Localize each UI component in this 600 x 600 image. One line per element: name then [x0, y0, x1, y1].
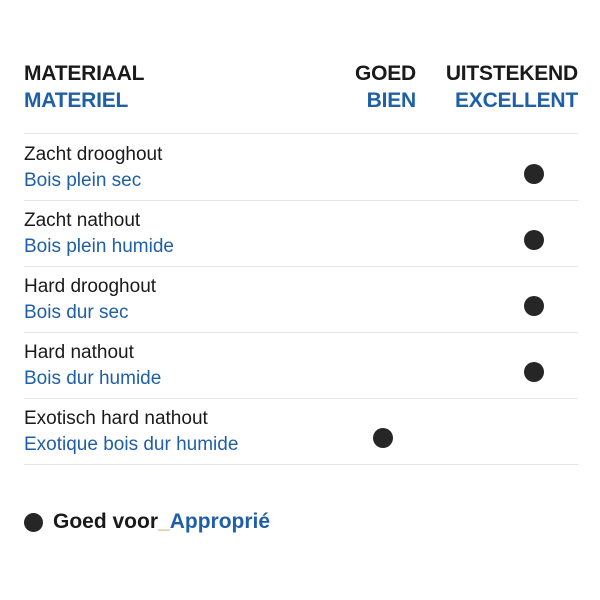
row-label-nl: Exotisch hard nathout [24, 408, 208, 429]
column-header-material-nl: MATERIAAL [24, 62, 145, 85]
rating-dot-excellent [524, 362, 544, 382]
divider-header [24, 133, 578, 134]
row-label-fr: Bois plein humide [24, 236, 174, 257]
divider-row-5 [24, 464, 578, 465]
row-label-nl: Zacht nathout [24, 210, 141, 231]
table-row: Zacht drooghout Bois plein sec [24, 142, 578, 206]
legend-label-nl: Goed voor [53, 510, 159, 533]
row-label-fr: Bois dur sec [24, 302, 129, 323]
row-label-nl: Hard nathout [24, 342, 134, 363]
table-header-row: MATERIAAL MATERIEL GOED BIEN UITSTEKEND … [24, 60, 578, 126]
legend-dot-icon [24, 512, 43, 532]
legend-text: Goed voor _ Approprié [53, 510, 270, 534]
rating-dot-good [373, 428, 393, 448]
rating-dot-excellent [524, 230, 544, 250]
column-header-good-nl: GOED [354, 62, 416, 85]
rating-dot-excellent [524, 164, 544, 184]
divider-row-4 [24, 398, 578, 399]
divider-row-2 [24, 266, 578, 267]
table-row: Exotisch hard nathout Exotique bois dur … [24, 406, 578, 470]
row-label: Zacht nathout Bois plein humide [24, 208, 274, 260]
divider-row-1 [24, 200, 578, 201]
table-row: Hard drooghout Bois dur sec [24, 274, 578, 338]
table-row: Zacht nathout Bois plein humide [24, 208, 578, 272]
legend-separator: _ [158, 510, 170, 533]
rating-dot-excellent [524, 296, 544, 316]
row-label: Hard nathout Bois dur humide [24, 340, 274, 392]
legend-label-fr: Approprié [169, 510, 271, 533]
row-label-nl: Zacht drooghout [24, 144, 163, 165]
column-header-good: GOED BIEN [286, 60, 416, 114]
row-label-fr: Bois dur humide [24, 368, 162, 389]
column-header-material: MATERIAAL MATERIEL [24, 60, 144, 114]
table-row: Hard nathout Bois dur humide [24, 340, 578, 404]
row-label: Zacht drooghout Bois plein sec [24, 142, 274, 194]
row-label-nl: Hard drooghout [24, 276, 157, 297]
column-header-excellent-nl: UITSTEKEND [445, 62, 578, 85]
column-header-excellent: UITSTEKEND EXCELLENT [426, 60, 578, 114]
column-header-good-fr: BIEN [366, 89, 417, 112]
legend: Goed voor _ Approprié [24, 506, 270, 538]
divider-row-3 [24, 332, 578, 333]
row-label: Hard drooghout Bois dur sec [24, 274, 274, 326]
row-label-fr: Exotique bois dur humide [24, 434, 239, 455]
column-header-excellent-fr: EXCELLENT [454, 89, 578, 112]
row-label-fr: Bois plein sec [24, 170, 142, 191]
column-header-material-fr: MATERIEL [24, 89, 129, 112]
row-label: Exotisch hard nathout Exotique bois dur … [24, 406, 274, 458]
